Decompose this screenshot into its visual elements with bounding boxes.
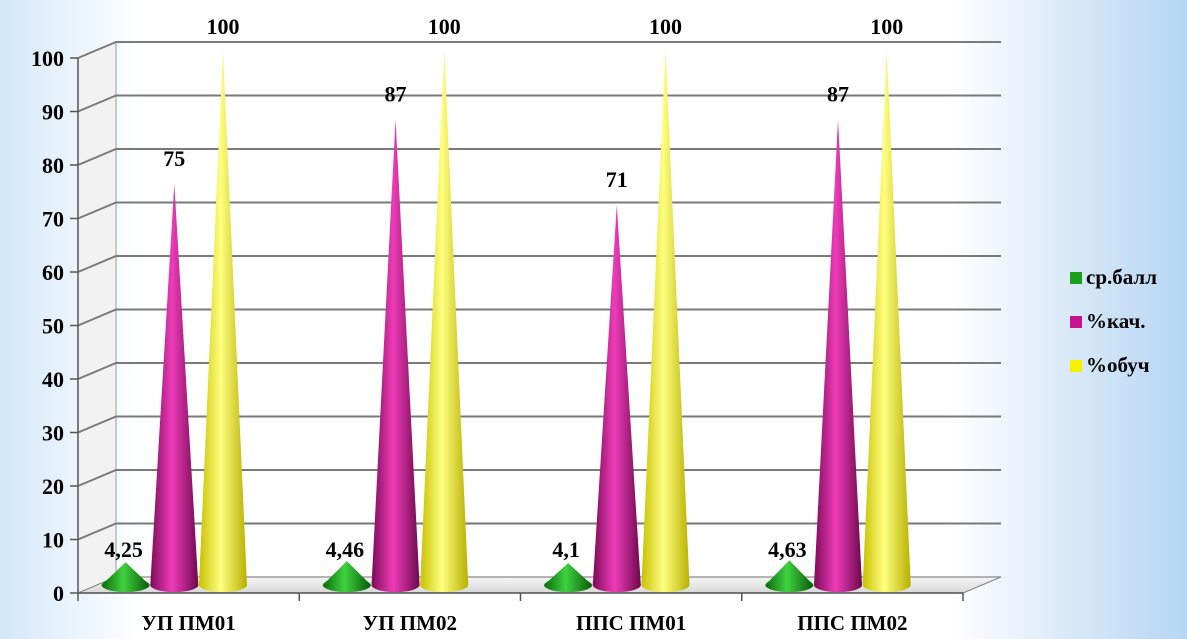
cone-quality bbox=[814, 119, 863, 593]
x-tick-label: ППС ПМ01 bbox=[576, 611, 686, 635]
data-label: 4,1 bbox=[552, 537, 580, 562]
y-tick-label: 10 bbox=[42, 528, 64, 553]
legend-swatch bbox=[1070, 316, 1082, 328]
cone-avg bbox=[765, 560, 814, 593]
data-label: 75 bbox=[163, 146, 185, 171]
axes: 0 10 20 30 40 50 60 70 80 90 100 УП ПМ01 УП ПМ02 ППС … bbox=[31, 46, 964, 635]
cones bbox=[101, 50, 911, 593]
y-tick-label: 30 bbox=[42, 421, 64, 446]
y-tick-label: 70 bbox=[42, 207, 64, 232]
cone-body bbox=[592, 205, 641, 593]
y-tick-label: 80 bbox=[42, 153, 64, 178]
cone-body bbox=[101, 562, 150, 593]
gridline bbox=[77, 148, 1001, 166]
cone-avg bbox=[322, 561, 371, 593]
y-tick-label: 50 bbox=[42, 314, 64, 339]
cone-learning bbox=[420, 50, 469, 593]
gridline bbox=[77, 41, 1001, 59]
cone-quality bbox=[592, 205, 641, 593]
cone-quality bbox=[371, 119, 420, 593]
data-label: 87 bbox=[385, 82, 407, 107]
cone-body bbox=[814, 119, 863, 593]
data-label: 87 bbox=[827, 82, 849, 107]
legend: ср.балл %кач. %обуч bbox=[1070, 265, 1157, 377]
cone-learning bbox=[198, 50, 247, 593]
data-label: 100 bbox=[206, 14, 239, 39]
cone-body bbox=[641, 50, 690, 593]
data-label: 4,46 bbox=[326, 537, 365, 562]
y-tick-label: 60 bbox=[42, 260, 64, 285]
gridline bbox=[77, 201, 1001, 220]
y-tick-label: 40 bbox=[42, 367, 64, 392]
cone-learning bbox=[862, 50, 911, 593]
data-label: 100 bbox=[649, 14, 682, 39]
cone-body bbox=[198, 50, 247, 593]
cone-body bbox=[862, 50, 911, 593]
legend-swatch bbox=[1070, 360, 1082, 372]
gridline bbox=[77, 469, 1001, 487]
gridline bbox=[77, 522, 1001, 541]
data-labels: 4,25 75 100 4,46 87 100 4,1 71 100 4,63 87 100 bbox=[104, 14, 903, 562]
cone-learning bbox=[641, 50, 690, 593]
data-label: 4,25 bbox=[104, 537, 143, 562]
cone-body bbox=[322, 561, 371, 593]
legend-label: %обуч bbox=[1086, 353, 1150, 377]
x-tick-label: УП ПМ01 bbox=[142, 611, 236, 635]
cone-body bbox=[150, 183, 199, 593]
legend-label: %кач. bbox=[1086, 309, 1146, 333]
gridline bbox=[77, 308, 1001, 327]
data-label: 4,63 bbox=[768, 537, 807, 562]
data-label: 71 bbox=[606, 167, 628, 192]
gridline bbox=[77, 94, 1001, 113]
data-label: 100 bbox=[428, 14, 461, 39]
cone-quality bbox=[150, 183, 199, 593]
gridline bbox=[77, 255, 1001, 273]
y-tick-label: 90 bbox=[42, 100, 64, 125]
cone-body bbox=[371, 119, 420, 593]
data-label: 100 bbox=[870, 14, 903, 39]
cone-body bbox=[420, 50, 469, 593]
y-tick-label: 20 bbox=[42, 474, 64, 499]
cone-body bbox=[765, 560, 814, 593]
x-tick-label: УП ПМ02 bbox=[363, 611, 457, 635]
gridline bbox=[77, 415, 1001, 434]
cone-avg bbox=[101, 562, 150, 593]
x-tick-label: ППС ПМ02 bbox=[797, 611, 907, 635]
legend-label: ср.балл bbox=[1086, 265, 1157, 289]
y-tick-label: 0 bbox=[53, 581, 64, 606]
gridline bbox=[77, 362, 1001, 380]
cone-avg bbox=[544, 563, 593, 593]
cone-body bbox=[544, 563, 593, 593]
y-tick-label: 100 bbox=[31, 46, 64, 71]
legend-swatch bbox=[1070, 272, 1082, 284]
